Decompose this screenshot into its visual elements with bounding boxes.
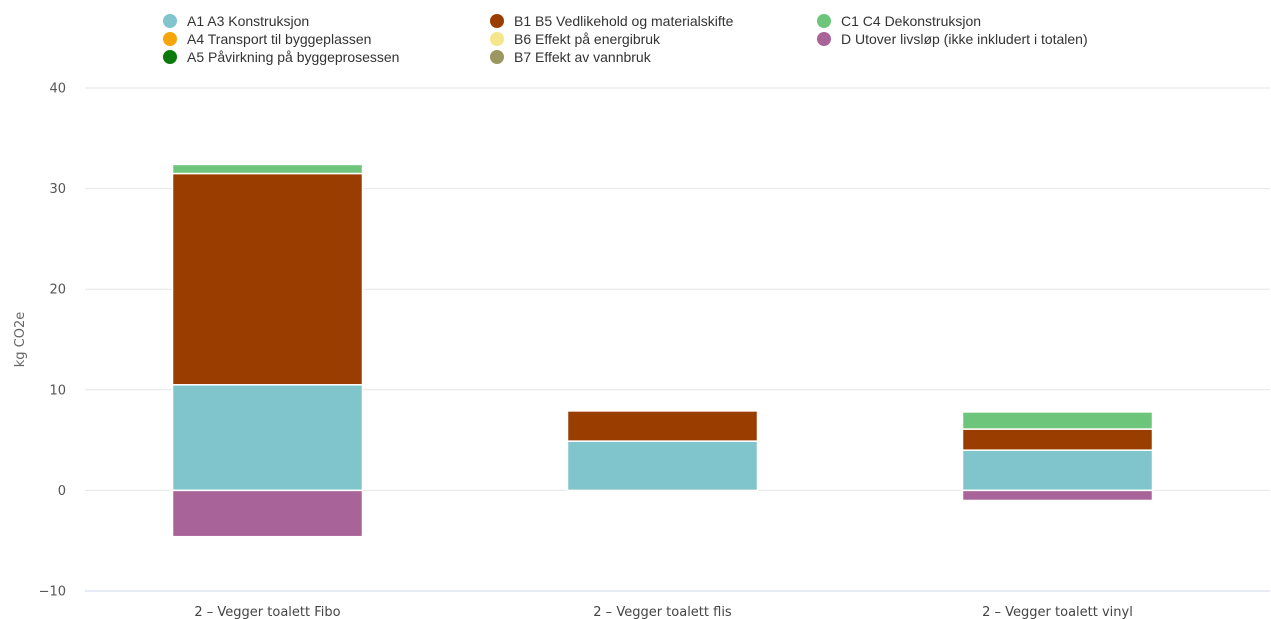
legend-label: A4 Transport til byggeplassen	[187, 31, 371, 47]
bar-segment[interactable]	[961, 411, 1154, 430]
y-tick-label: 40	[49, 82, 66, 97]
bar-segment[interactable]	[961, 489, 1154, 502]
y-tick-label: 10	[49, 383, 66, 398]
bar-segment[interactable]	[171, 163, 364, 175]
legend-label: A5 Påvirkning på byggeprosessen	[187, 49, 399, 65]
x-tick-label: 2 – Vegger toalett flis	[593, 605, 732, 619]
y-axis-tick-labels: 40 30 20 10 0 −10	[39, 82, 66, 600]
y-tick-label: 20	[49, 283, 66, 298]
legend-marker	[490, 14, 504, 28]
bar-segment[interactable]	[961, 449, 1154, 492]
y-tick-label: −10	[39, 585, 66, 600]
legend: A1 A3 Konstruksjon A4 Transport til bygge…	[163, 13, 1088, 65]
legend-item[interactable]: D Utover livsløp (ikke inkludert i total…	[817, 31, 1088, 47]
bar-segment[interactable]	[171, 384, 364, 492]
legend-label: B1 B5 Vedlikehold og materialskifte	[514, 13, 734, 29]
bar-segment[interactable]	[566, 410, 759, 442]
legend-label: D Utover livsløp (ikke inkludert i total…	[841, 31, 1088, 47]
y-tick-label: 30	[49, 182, 66, 197]
legend-marker	[817, 14, 831, 28]
bars: 2 – Vegger toalett Fibo 2 – Vegger toalet…	[171, 163, 1154, 619]
legend-label: C1 C4 Dekonstruksjon	[841, 13, 981, 29]
legend-marker	[490, 50, 504, 64]
legend-item[interactable]: A1 A3 Konstruksjon	[163, 13, 309, 29]
legend-label: B7 Effekt av vannbruk	[514, 49, 652, 65]
legend-item[interactable]: C1 C4 Dekonstruksjon	[817, 13, 981, 29]
legend-marker	[163, 14, 177, 28]
legend-item[interactable]: B7 Effekt av vannbruk	[490, 49, 652, 65]
legend-item[interactable]: B1 B5 Vedlikehold og materialskifte	[490, 13, 734, 29]
legend-item[interactable]: A4 Transport til byggeplassen	[163, 31, 371, 47]
legend-item[interactable]: A5 Påvirkning på byggeprosessen	[163, 49, 399, 65]
bar-segment[interactable]	[171, 489, 364, 538]
legend-marker	[163, 50, 177, 64]
legend-label: A1 A3 Konstruksjon	[187, 13, 309, 29]
legend-marker	[490, 32, 504, 46]
legend-marker	[817, 32, 831, 46]
x-tick-label: 2 – Vegger toalett vinyl	[982, 605, 1133, 619]
bar-segment[interactable]	[566, 440, 759, 492]
y-tick-label: 0	[58, 484, 66, 499]
y-axis-title: kg CO2e	[13, 312, 28, 368]
legend-marker	[163, 32, 177, 46]
legend-item[interactable]: B6 Effekt på energibruk	[490, 31, 661, 47]
legend-label: B6 Effekt på energibruk	[514, 31, 661, 47]
bar-segment[interactable]	[961, 428, 1154, 451]
bar-segment[interactable]	[171, 172, 364, 386]
x-tick-label: 2 – Vegger toalett Fibo	[194, 605, 340, 619]
